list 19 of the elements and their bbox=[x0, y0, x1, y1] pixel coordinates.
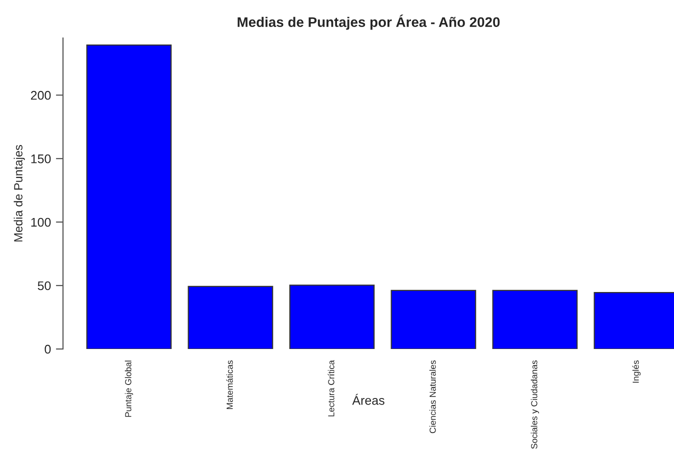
x-tick-label: Puntaje Global bbox=[124, 360, 134, 417]
bar bbox=[188, 286, 274, 349]
bar bbox=[289, 284, 375, 349]
y-tick-label: 0 bbox=[44, 344, 51, 354]
y-tick-label: 200 bbox=[30, 90, 51, 100]
chart-title: Medias de Puntajes por Área - Año 2020 bbox=[238, 14, 500, 30]
y-tick-label: 150 bbox=[31, 154, 51, 164]
x-tick-label: Ciencias Naturales bbox=[429, 360, 436, 434]
y-tick-label: 50 bbox=[38, 281, 51, 290]
x-tick-label: Matemáticas bbox=[226, 360, 233, 409]
x-tick-label: Lectura Crítica bbox=[328, 360, 334, 416]
x-tick-label: Sociales y Ciudadanas bbox=[530, 360, 540, 449]
y-axis-title: Media de Puntajes bbox=[14, 145, 25, 242]
x-tick-label: Inglés bbox=[632, 360, 641, 383]
bar bbox=[492, 290, 578, 349]
bar bbox=[390, 290, 476, 349]
x-axis-title: Áreas bbox=[352, 394, 384, 405]
bar bbox=[86, 44, 172, 349]
y-tick-label: 100 bbox=[31, 218, 51, 227]
